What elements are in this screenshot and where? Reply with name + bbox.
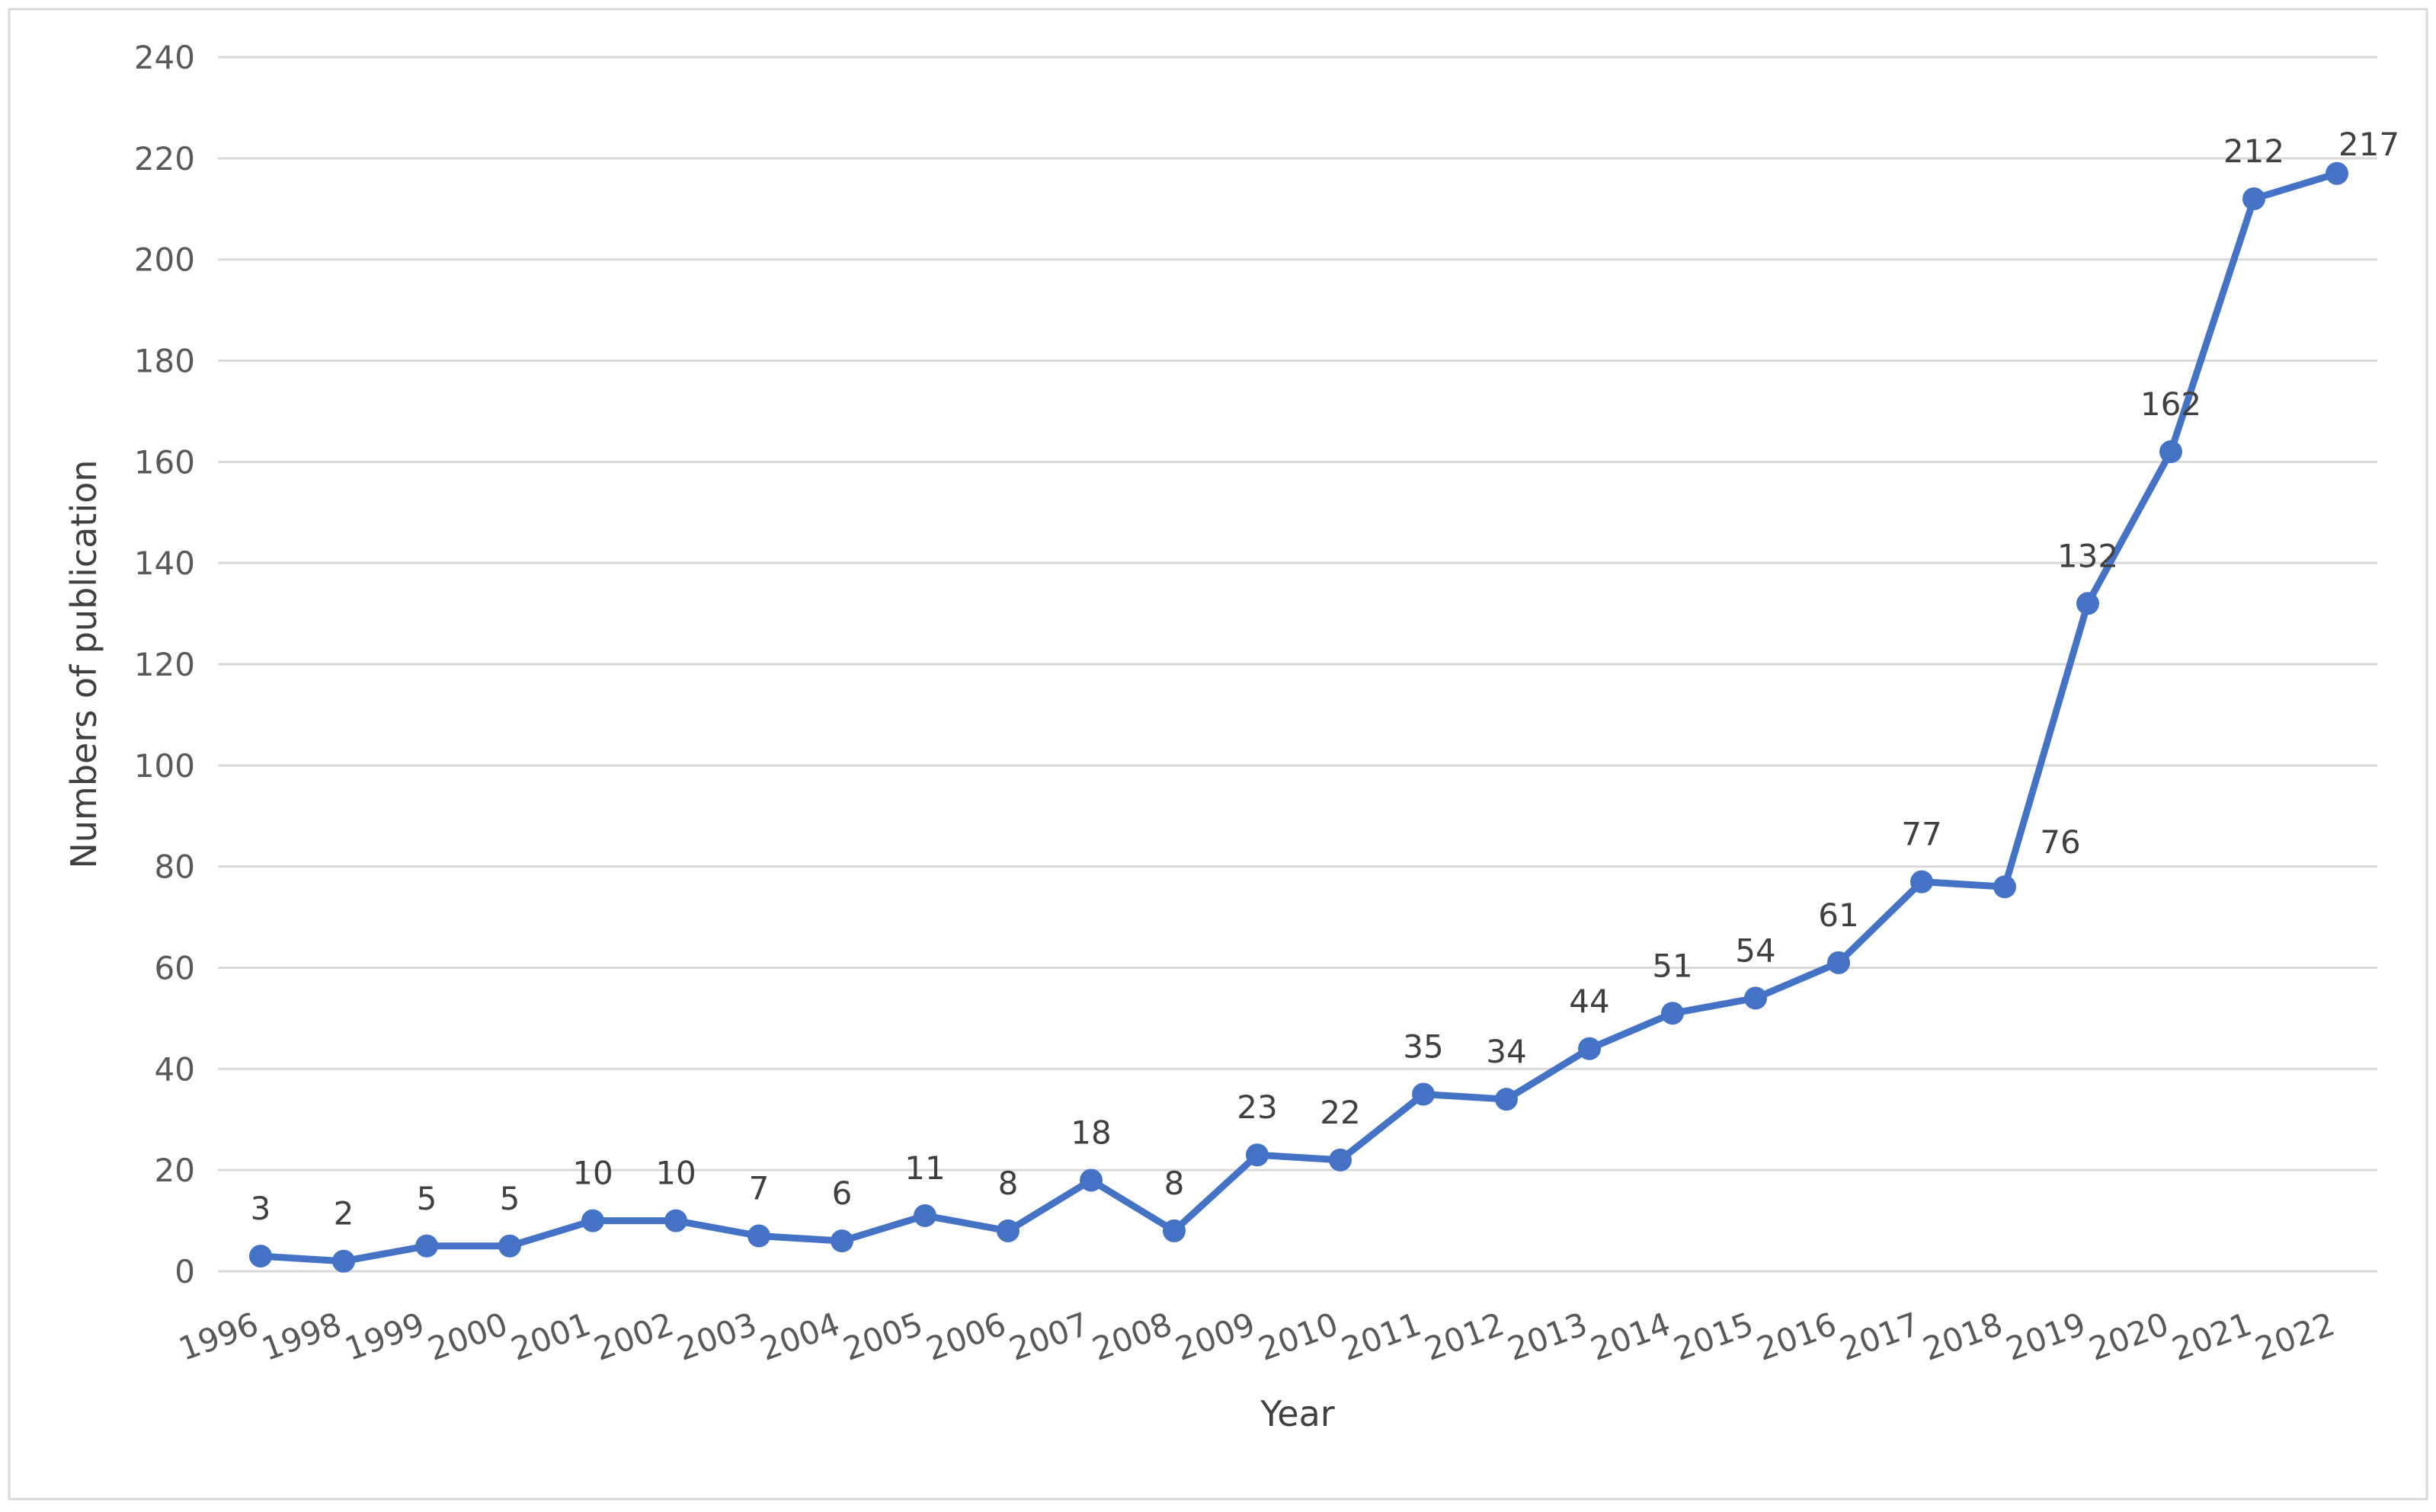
data-label: 2 bbox=[334, 1195, 354, 1232]
data-point bbox=[1661, 1002, 1684, 1025]
chart-border bbox=[8, 8, 2428, 1501]
y-tick-label: 200 bbox=[134, 241, 195, 279]
data-label: 6 bbox=[832, 1175, 853, 1212]
data-point bbox=[747, 1224, 770, 1248]
data-point bbox=[332, 1249, 355, 1273]
data-label: 44 bbox=[1569, 983, 1609, 1020]
data-point bbox=[2076, 592, 2099, 615]
data-point bbox=[997, 1219, 1020, 1242]
data-label: 212 bbox=[2223, 133, 2284, 170]
y-tick-label: 60 bbox=[155, 950, 195, 987]
data-point bbox=[1827, 951, 1850, 974]
data-label: 5 bbox=[500, 1180, 520, 1217]
data-point bbox=[1910, 870, 1933, 893]
y-tick-label: 100 bbox=[134, 747, 195, 785]
data-label: 18 bbox=[1071, 1114, 1111, 1151]
data-label: 5 bbox=[417, 1180, 437, 1217]
y-tick-label: 80 bbox=[155, 849, 195, 886]
data-label: 3 bbox=[251, 1190, 271, 1227]
data-label: 23 bbox=[1237, 1088, 1277, 1126]
data-point bbox=[1412, 1082, 1435, 1106]
data-point bbox=[831, 1229, 853, 1253]
data-label: 8 bbox=[1164, 1165, 1185, 1202]
data-label: 132 bbox=[2057, 537, 2118, 574]
data-label: 10 bbox=[655, 1155, 696, 1192]
data-point bbox=[2159, 440, 2182, 464]
gridlines bbox=[218, 56, 2377, 1273]
data-label: 162 bbox=[2140, 385, 2201, 423]
data-point bbox=[2242, 187, 2265, 210]
x-axis-title: Year bbox=[1260, 1393, 1334, 1434]
data-points bbox=[249, 161, 2348, 1273]
data-point bbox=[1080, 1168, 1103, 1192]
data-point bbox=[1329, 1148, 1352, 1172]
data-point bbox=[664, 1209, 687, 1232]
data-point bbox=[581, 1209, 604, 1232]
data-point bbox=[1993, 875, 2016, 899]
y-tick-label: 120 bbox=[134, 646, 195, 683]
data-label: 35 bbox=[1403, 1028, 1443, 1066]
data-label: 51 bbox=[1652, 947, 1692, 984]
y-tick-label: 20 bbox=[155, 1152, 195, 1189]
data-label: 217 bbox=[2338, 126, 2399, 163]
y-axis-title: Numbers of publication bbox=[63, 459, 104, 868]
y-tick-label: 140 bbox=[134, 545, 195, 582]
y-tick-label: 220 bbox=[134, 140, 195, 177]
data-point bbox=[1744, 986, 1767, 1010]
data-point bbox=[1246, 1143, 1269, 1167]
data-label: 61 bbox=[1818, 897, 1858, 934]
data-label: 76 bbox=[2040, 823, 2080, 861]
data-label: 54 bbox=[1735, 932, 1775, 969]
data-label: 11 bbox=[904, 1149, 945, 1187]
y-tick-label: 0 bbox=[174, 1253, 195, 1290]
data-point bbox=[1163, 1219, 1186, 1242]
data-point bbox=[2326, 161, 2348, 185]
data-point bbox=[914, 1204, 936, 1227]
data-label: 77 bbox=[1901, 816, 1941, 853]
y-axis-ticks: 0 20 40 60 80 100 120 140 160 180 200 220 240 bbox=[134, 39, 195, 1290]
data-point bbox=[249, 1245, 272, 1268]
data-point bbox=[415, 1234, 438, 1258]
data-label: 10 bbox=[572, 1155, 613, 1192]
data-label: 7 bbox=[749, 1170, 770, 1207]
data-label: 22 bbox=[1320, 1094, 1360, 1131]
data-point bbox=[1578, 1037, 1601, 1060]
data-point bbox=[1495, 1088, 1518, 1111]
y-tick-label: 180 bbox=[134, 343, 195, 380]
series-polyline bbox=[257, 170, 2341, 1265]
y-tick-label: 160 bbox=[134, 443, 195, 481]
y-tick-label: 40 bbox=[155, 1050, 195, 1088]
y-tick-label: 240 bbox=[134, 39, 195, 76]
data-point bbox=[498, 1234, 521, 1258]
data-label: 8 bbox=[998, 1165, 1019, 1202]
series-line bbox=[257, 170, 2341, 1265]
data-label: 34 bbox=[1486, 1033, 1526, 1070]
